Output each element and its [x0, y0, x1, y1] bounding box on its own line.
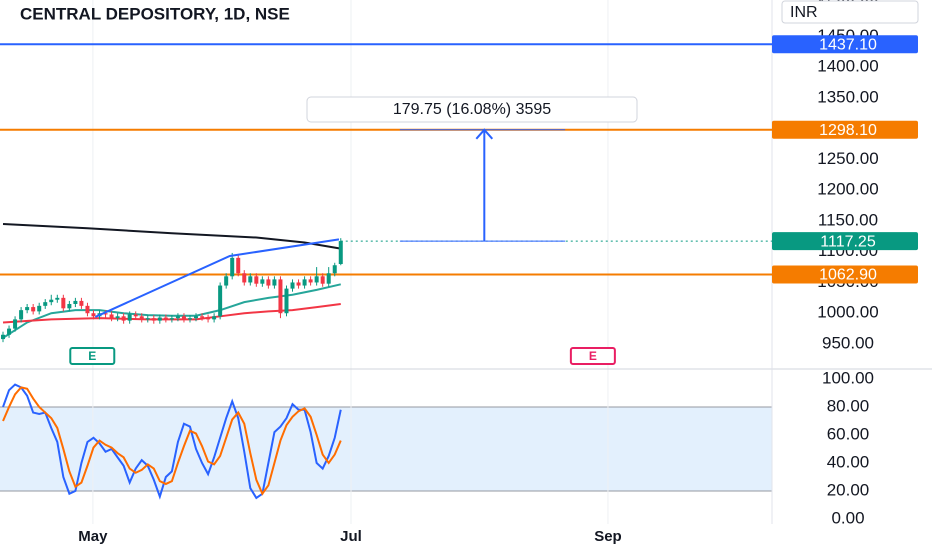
candle-body [67, 304, 72, 309]
candle-body [79, 300, 84, 306]
measure-label-box [306, 96, 638, 123]
candle-body [254, 276, 259, 284]
candle-body [43, 302, 48, 306]
candle-body [302, 279, 307, 286]
candle-body [7, 328, 12, 335]
candle-body [85, 305, 90, 314]
candle-body [121, 316, 126, 321]
candle-body [296, 282, 301, 286]
candle-body [103, 313, 108, 315]
candle-body [55, 297, 60, 300]
candle-body [308, 279, 313, 283]
candle-body [236, 257, 241, 274]
x-tick-label: May [78, 528, 108, 545]
candle-body [181, 316, 186, 320]
candle-body [206, 317, 211, 320]
candle-body [326, 273, 331, 284]
candle-body [230, 257, 235, 277]
candle-body [194, 316, 199, 319]
line-series [94, 238, 340, 318]
x-tick-label: Sep [594, 528, 622, 545]
candle-body [151, 318, 156, 321]
candle-body [133, 314, 138, 317]
candle-body [332, 265, 337, 274]
candle-body [31, 307, 36, 312]
candle-body [248, 276, 253, 283]
candle-body [260, 279, 265, 284]
stoch-tick-label: 40.00 [827, 452, 870, 471]
candle-body [338, 241, 343, 264]
currency-label: INR [790, 4, 818, 21]
candle-body [109, 314, 114, 319]
candle-body [25, 307, 30, 311]
price-badge-label: 1062.90 [819, 267, 877, 284]
y-tick-label: 1350.00 [817, 87, 878, 106]
event-marker [69, 347, 116, 365]
currency-box [781, 0, 919, 24]
candle-body [157, 317, 162, 321]
line-series [2, 223, 341, 250]
candle-body [284, 288, 289, 314]
candle-body [266, 279, 271, 286]
candle-body [49, 299, 54, 303]
candle-body [175, 316, 180, 319]
candle-body [200, 316, 205, 318]
y-tick-label: 1400.00 [817, 57, 878, 76]
candle-body [278, 279, 283, 314]
price-badge [772, 265, 918, 284]
price-badge-label: 1437.10 [819, 36, 877, 53]
stoch-tick-label: 0.00 [831, 508, 864, 527]
price-badge-label: 1298.10 [819, 122, 877, 139]
candle-body [218, 285, 223, 317]
event-label: E [589, 349, 597, 363]
candle-body [61, 297, 66, 309]
event-marker [569, 347, 616, 365]
measure-label: 179.75 (16.08%) 3595 [393, 101, 551, 118]
candle-body [1, 334, 6, 340]
candle-body [212, 316, 217, 320]
arrow-head [475, 128, 494, 140]
candle-body [187, 318, 192, 320]
candle-body [145, 318, 150, 320]
price-badge-label: 1117.25 [820, 233, 876, 250]
event-label: E [88, 349, 96, 363]
line-series [2, 383, 342, 500]
candle-body [139, 316, 144, 320]
price-badge [772, 35, 918, 54]
stoch-tick-label: 80.00 [827, 396, 870, 415]
stoch-tick-label: 20.00 [827, 480, 870, 499]
price-badge [772, 120, 918, 139]
candle-body [169, 318, 174, 320]
candle-body [73, 300, 78, 304]
y-tick-label: 950.00 [822, 333, 874, 352]
candle-body [314, 276, 319, 283]
candle-body [224, 276, 229, 286]
candle-body [127, 314, 132, 321]
candle-body [320, 276, 325, 284]
price-badge [772, 232, 918, 251]
candle-body [91, 313, 96, 317]
candle-body [19, 310, 24, 320]
candle-body [290, 282, 295, 289]
y-tick-label: 1200.00 [817, 180, 878, 199]
stoch-tick-label: 100.00 [822, 368, 874, 387]
candle-body [37, 305, 42, 312]
candle-body [242, 273, 247, 283]
y-tick-label: 1150.00 [818, 210, 878, 229]
candle-body [163, 317, 168, 320]
y-tick-label: 1000.00 [817, 303, 878, 322]
x-tick-label: Jul [340, 528, 362, 545]
chart-title: CENTRAL DEPOSITORY, 1D, NSE [20, 4, 290, 23]
candle-body [13, 319, 18, 329]
stoch-band [0, 406, 772, 491]
stoch-tick-label: 60.00 [827, 424, 870, 443]
candle-body [115, 316, 120, 319]
candle-body [272, 279, 277, 286]
y-tick-label: 1250.00 [817, 149, 878, 168]
line-series [2, 386, 342, 496]
